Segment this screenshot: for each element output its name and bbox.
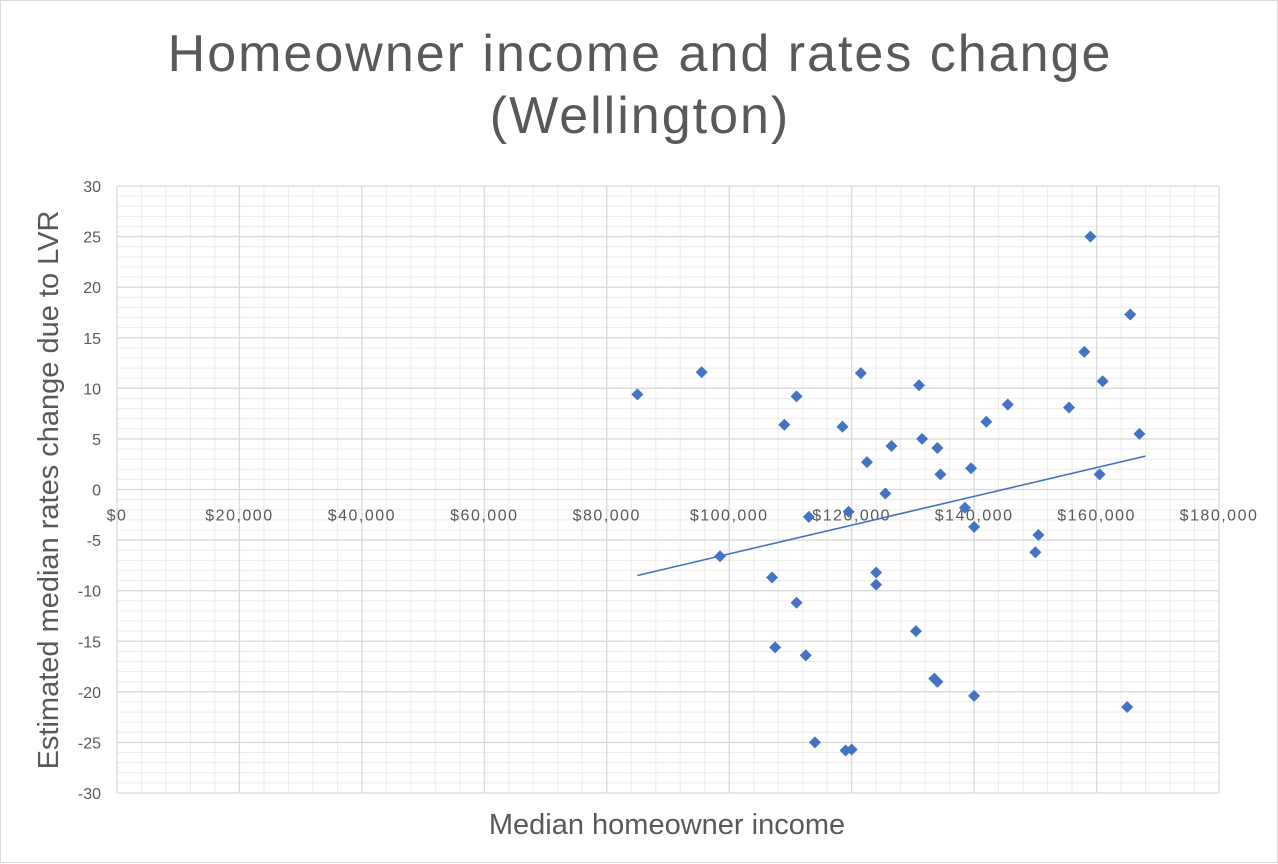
data-point: [870, 578, 883, 591]
y-tick-label: -25: [78, 735, 101, 752]
y-tick-label: 5: [92, 432, 101, 449]
x-tick-labels: $0 $20,000 $40,000 $60,000 $80,000 $100,000 $1…: [107, 508, 1259, 525]
y-tick-label: -10: [78, 584, 101, 601]
data-point: [1124, 308, 1137, 321]
chart-title: Homeowner income and rates change (Welli…: [1, 23, 1278, 147]
data-point: [913, 379, 926, 392]
data-point: [968, 689, 981, 702]
chart-title-line-1: Homeowner income and rates change: [167, 25, 1113, 83]
x-tick-label: $160,000: [1057, 508, 1136, 525]
y-tick-label: -5: [87, 533, 101, 550]
x-tick-label: $140,000: [935, 508, 1014, 525]
data-point: [1078, 345, 1091, 358]
y-tick-label: -15: [78, 634, 101, 651]
data-points: [631, 230, 1146, 757]
y-tick-label: 25: [83, 230, 101, 247]
y-tick-label: 20: [83, 280, 101, 297]
data-point: [631, 388, 644, 401]
data-point: [1032, 529, 1045, 542]
data-point: [790, 596, 803, 609]
data-point: [968, 520, 981, 533]
major-gridlines: [116, 185, 1220, 794]
y-tick-label: 30: [83, 179, 101, 196]
data-point: [695, 366, 708, 379]
x-tick-label: $80,000: [573, 508, 641, 525]
y-tick-labels: 30 25 20 15 10 5 0 -5 -10 -15 -20 -25 -30: [78, 179, 101, 803]
data-point: [836, 420, 849, 433]
data-point: [854, 367, 867, 380]
y-tick-label: -20: [78, 685, 101, 702]
x-tick-label: $180,000: [1180, 508, 1259, 525]
data-point: [879, 487, 892, 500]
data-point: [778, 418, 791, 431]
data-point: [860, 456, 873, 469]
data-point: [931, 442, 944, 455]
y-tick-label: -30: [78, 786, 101, 803]
data-point: [790, 390, 803, 403]
data-point: [842, 505, 855, 518]
data-point: [934, 468, 947, 481]
data-point: [1063, 401, 1076, 414]
x-tick-label: $100,000: [690, 508, 769, 525]
y-tick-label: 15: [83, 331, 101, 348]
x-tick-label: $60,000: [450, 508, 518, 525]
data-point: [766, 571, 779, 584]
data-point: [802, 510, 815, 523]
data-point: [885, 439, 898, 452]
data-point: [1121, 701, 1134, 714]
data-point: [1133, 427, 1146, 440]
data-point: [909, 625, 922, 638]
x-tick-label: $40,000: [328, 508, 396, 525]
data-point: [965, 462, 978, 475]
data-point: [714, 550, 727, 563]
data-point: [980, 415, 993, 428]
data-point: [916, 432, 929, 445]
x-tick-label: $0: [107, 508, 128, 525]
y-axis-title: Estimated median rates change due to LVR: [33, 211, 65, 770]
data-point: [870, 566, 883, 579]
data-point: [1001, 398, 1014, 411]
data-point: [845, 743, 858, 756]
data-point: [799, 649, 812, 662]
data-point: [1093, 468, 1106, 481]
x-tick-label: $20,000: [205, 508, 273, 525]
data-point: [958, 501, 971, 514]
chart-title-line-2: (Wellington): [489, 87, 791, 145]
data-point: [1096, 375, 1109, 388]
data-point: [808, 736, 821, 749]
data-point: [1084, 230, 1097, 243]
y-tick-label: 10: [83, 381, 101, 398]
data-point: [1029, 546, 1042, 559]
x-axis-title: Median homeowner income: [489, 809, 845, 841]
data-point: [931, 675, 944, 688]
y-tick-label: 0: [92, 483, 101, 500]
data-point: [769, 641, 782, 654]
